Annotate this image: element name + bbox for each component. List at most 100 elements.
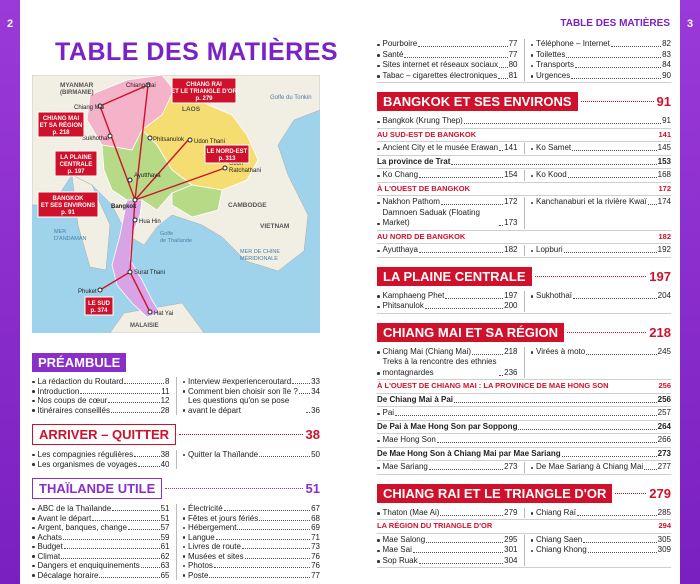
city-label: Bangkok: [111, 204, 137, 210]
region-south: [111, 199, 161, 318]
entry-page: 218: [504, 346, 518, 356]
bullet: [32, 463, 35, 466]
entry-text: Bangkok (Krung Thep): [382, 116, 463, 125]
leader: [644, 469, 657, 470]
entry-text: Interview #experienceroutard: [188, 377, 292, 386]
entry-text: Chiang Raï: [536, 507, 577, 517]
city-dot: [127, 177, 133, 183]
entry-page: 192: [657, 245, 671, 254]
entry-page: 77: [508, 39, 518, 48]
entry-text: Phitsanulok: [382, 301, 424, 310]
entry-text: Chiang Khong: [536, 545, 587, 554]
entry: Photos 76: [182, 561, 320, 571]
col: Téléphone – Internet 82 Toilettes 83 Transpo…: [523, 39, 671, 81]
col: Kanchanaburi et la rivière Kwaï 174: [523, 197, 671, 229]
bullet: [530, 43, 533, 46]
region-label: Golfe: [160, 231, 173, 237]
col: Quitter la Thaïlande 50: [175, 450, 320, 469]
leader: [134, 456, 160, 457]
page-number: 3: [686, 18, 694, 30]
leader: [451, 163, 657, 165]
entry-text: Décalage horaire: [37, 570, 99, 580]
bullet: [530, 201, 533, 204]
region-east: [171, 184, 223, 218]
entry-text: Avant le départ: [37, 513, 92, 523]
entry: Ko Chang 154: [377, 170, 518, 181]
leader: [566, 56, 662, 58]
bullet: [32, 536, 35, 539]
entry: Pai 257: [377, 408, 671, 419]
blk: Ko Chang 154 Ko Kood 168: [377, 169, 671, 183]
leader: [110, 411, 160, 413]
bullet: [32, 390, 35, 393]
entry-text: Virées à moto: [536, 346, 586, 356]
entry-page: 82: [662, 39, 671, 48]
entry-text: ABC de la Thaïlande: [37, 504, 112, 513]
entry: Téléphone – Internet 82: [530, 39, 671, 50]
city-label: Chiang Mai: [74, 105, 104, 111]
entry: Décalage horaire 65: [32, 571, 170, 581]
entry-page: 57: [160, 523, 170, 532]
leader: [213, 567, 311, 568]
entry-text: Mae Sariang: [382, 462, 428, 471]
entry-page: 182: [504, 245, 518, 254]
entry strong: De Pai à Mae Hong Son par Soppong 264: [377, 422, 671, 433]
blk: Les compagnies régulières 38 Les organisme…: [32, 449, 320, 470]
bullet: [530, 351, 533, 354]
city-label: Sukhothai: [82, 136, 109, 142]
entry: Damnoen Saduak (Floating Market) 173: [377, 208, 518, 229]
callout-page: p. 374: [90, 308, 108, 314]
region-label: MER: [54, 229, 66, 235]
sec-page: 279: [649, 485, 671, 501]
subh: AU SUD-EST DE BANGKOK 141: [377, 130, 671, 141]
city-label: Phitsanulok: [153, 137, 185, 143]
entry: Interview #experienceroutard 33: [182, 377, 320, 387]
city-label: Udon Thani: [194, 139, 225, 145]
entry: Les organismes de voyages 40: [32, 460, 170, 470]
blk: Thaton (Mae Ai) 279 Chiang Raï 285: [377, 507, 671, 520]
entry-page: 168: [657, 170, 671, 179]
blk: Mae Hong Son 266: [377, 434, 671, 448]
entry: Mae Hong Son 266: [377, 435, 671, 446]
entry-text: Chiang Saen: [536, 534, 583, 544]
city-label: Ayutthaya: [134, 173, 161, 179]
entry-page: 279: [504, 507, 518, 517]
bullet: [377, 174, 380, 177]
leader: [244, 557, 311, 559]
head: PRÉAMBULE: [32, 353, 320, 372]
entry: Tabac – cigarettes électroniques 81: [377, 71, 518, 82]
entry-page: 50: [311, 450, 320, 459]
entry-page: 197: [504, 290, 518, 300]
blk: Chiang Mai (Chiang Mai) 218 Treks à la ren…: [377, 346, 671, 380]
land: [109, 302, 205, 333]
entry-text: De Mae Hong Son à Chiang Mai par Mae Sar…: [377, 448, 561, 458]
region-label: VIETNAM: [260, 223, 289, 230]
callout-text: CHIANG MAI: [43, 116, 80, 122]
bullet: [377, 560, 380, 563]
entry-text: LA RÉGION DU TRIANGLE D'OR: [377, 521, 493, 530]
sec-page: 91: [656, 94, 671, 109]
entry-page: 28: [160, 405, 170, 415]
entry-page: 304: [504, 555, 518, 565]
entry-page: 172: [658, 183, 671, 193]
entry: Musées et sites 76: [182, 552, 320, 562]
leader: [587, 552, 657, 553]
entry-text: AU SUD-EST DE BANGKOK: [377, 129, 477, 139]
bullet: [377, 549, 380, 552]
entry-text: Livres de route: [188, 542, 241, 551]
bullet: [182, 409, 185, 412]
leader: [586, 353, 657, 355]
blk: Pourboire 77 Santé 77 Sites internet et rése…: [377, 38, 671, 83]
bullet: [182, 526, 185, 529]
bullet: [377, 351, 380, 354]
entry: Nakhon Pathom 172: [377, 197, 518, 208]
leader: [418, 252, 504, 253]
bullet: [530, 174, 533, 177]
entry-page: 264: [657, 421, 671, 431]
head: CHIANG RAI ET LE TRIANGLE D'OR 279: [377, 483, 671, 503]
region-label: de Thaïlande: [160, 238, 192, 244]
bullet: [32, 380, 35, 383]
entry-page: 295: [504, 534, 518, 544]
sec: Pourboire 77 Santé 77 Sites internet et rése…: [377, 38, 671, 83]
blk: De Mae Hong Son à Chiang Mai par Mae Sar…: [377, 448, 671, 461]
